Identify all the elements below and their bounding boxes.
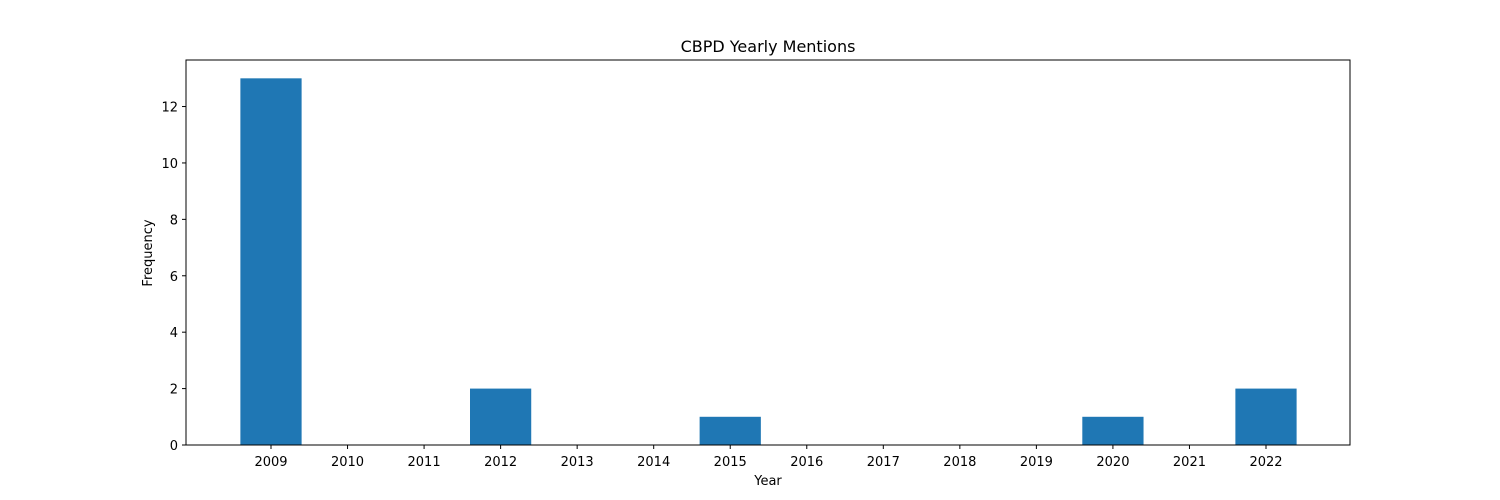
x-tick-label-2022: 2022 bbox=[1249, 455, 1282, 470]
y-tick-label-0: 0 bbox=[170, 439, 178, 454]
y-tick-label-2: 2 bbox=[170, 383, 178, 398]
bar-2020 bbox=[1082, 416, 1144, 445]
x-tick-label-2009: 2009 bbox=[254, 455, 287, 470]
y-tick-label-8: 8 bbox=[170, 213, 178, 228]
x-tick-label-2012: 2012 bbox=[484, 455, 517, 470]
y-axis-label: Frequency bbox=[141, 219, 156, 286]
bar-2015 bbox=[699, 416, 761, 445]
bars-group bbox=[240, 78, 1297, 445]
x-tick-label-2015: 2015 bbox=[714, 455, 747, 470]
x-tick-label-2020: 2020 bbox=[1096, 455, 1129, 470]
bar-2022 bbox=[1235, 388, 1297, 445]
y-ticks-group: 0 2 4 6 8 10 12 bbox=[161, 101, 186, 454]
bar-2009 bbox=[240, 78, 302, 445]
bar-2012 bbox=[470, 388, 532, 445]
x-tick-label-2018: 2018 bbox=[943, 455, 976, 470]
x-tick-label-2021: 2021 bbox=[1173, 455, 1206, 470]
x-tick-label-2017: 2017 bbox=[867, 455, 900, 470]
x-axis-label: Year bbox=[753, 474, 782, 489]
x-tick-label-2011: 2011 bbox=[408, 455, 441, 470]
y-tick-label-12: 12 bbox=[161, 101, 178, 116]
plot-frame bbox=[185, 59, 1351, 446]
y-tick-label-10: 10 bbox=[161, 157, 178, 172]
chart-title: CBPD Yearly Mentions bbox=[681, 37, 856, 56]
x-tick-label-2013: 2013 bbox=[561, 455, 594, 470]
x-tick-label-2019: 2019 bbox=[1020, 455, 1053, 470]
x-tick-label-2016: 2016 bbox=[790, 455, 823, 470]
y-tick-label-6: 6 bbox=[170, 270, 178, 285]
x-tick-label-2014: 2014 bbox=[637, 455, 670, 470]
x-ticks-group: 2009 2010 2011 2012 2013 2014 2015 2016 2017 2018… bbox=[254, 445, 1283, 470]
y-tick-label-4: 4 bbox=[170, 326, 178, 341]
x-tick-label-2010: 2010 bbox=[331, 455, 364, 470]
